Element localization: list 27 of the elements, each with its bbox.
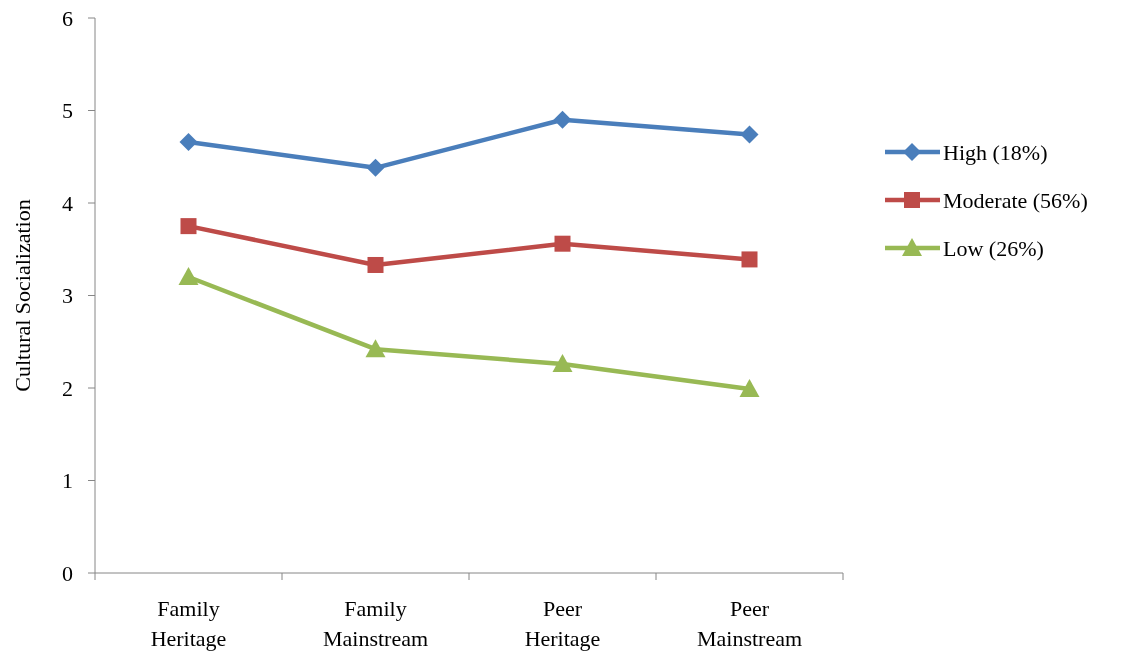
x-tick-label: Family Heritage: [150, 596, 227, 651]
point: [552, 353, 573, 372]
point: [365, 339, 386, 358]
point: [554, 235, 571, 252]
legend-label: Moderate (56%): [943, 187, 1088, 213]
y-tick-label: 5: [62, 98, 73, 124]
legend-label: High (18%): [943, 139, 1048, 165]
y-tick-label: 0: [62, 560, 73, 586]
point: [179, 132, 198, 151]
y-tick-label: 3: [62, 283, 73, 309]
point: [366, 158, 385, 177]
point: [741, 251, 758, 268]
point: [739, 378, 760, 397]
y-axis-title: Cultural Socialization: [10, 199, 35, 392]
y-tick-label: 2: [62, 375, 73, 401]
point: [740, 125, 759, 144]
point: [178, 267, 199, 285]
point: [553, 110, 572, 129]
y-tick-label: 6: [62, 5, 73, 31]
x-tick-label: Peer Heritage: [524, 596, 601, 651]
x-tick-label: Peer Mainstream: [696, 596, 803, 651]
legend-label: Low (26%): [943, 235, 1044, 261]
x-tick-label: Family Mainstream: [322, 596, 429, 651]
point: [180, 218, 197, 235]
point: [367, 256, 384, 273]
y-tick-label: 4: [62, 190, 73, 216]
y-tick-label: 1: [62, 468, 73, 494]
